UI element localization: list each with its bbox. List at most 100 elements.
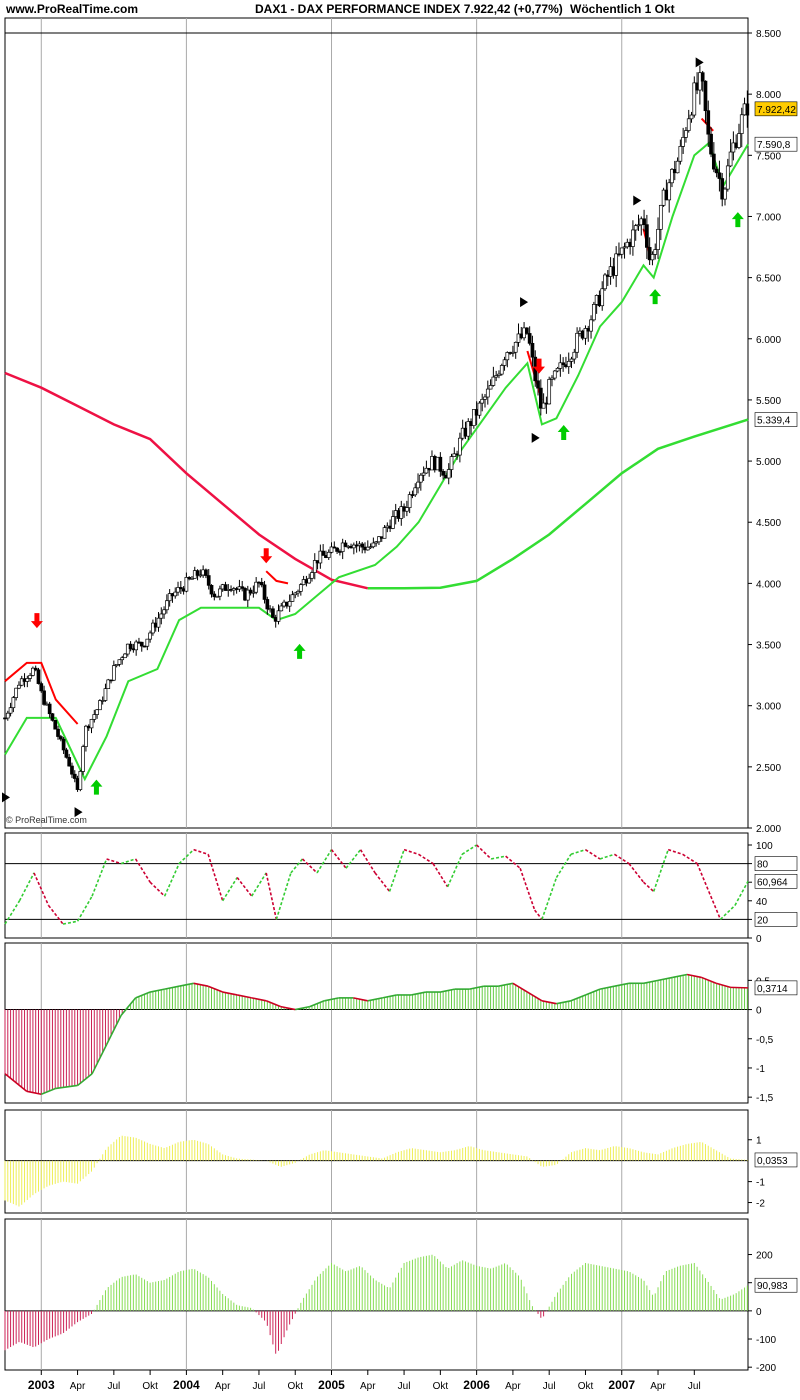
candle-body <box>569 358 574 362</box>
candle-body <box>561 362 565 366</box>
candle-body <box>120 657 125 661</box>
candle-body <box>81 746 85 772</box>
stochastic-line-segment <box>236 877 253 897</box>
x-tick-label: 2007 <box>608 1378 635 1392</box>
oscillator-line-segment <box>309 1000 325 1008</box>
stochastic-line-segment <box>316 849 333 874</box>
candle-body <box>365 546 370 551</box>
y-tick-label-price: 2.000 <box>756 824 781 835</box>
candle-body <box>739 114 744 134</box>
y-tick-label-momentum: 200 <box>756 1251 773 1262</box>
value-tag-close-box <box>754 101 798 117</box>
candle-body <box>555 367 560 372</box>
candle-body <box>276 610 281 622</box>
y-tick-label-momentum: 0 <box>756 1307 762 1318</box>
candle-body <box>650 254 655 261</box>
stochastic-line-segment <box>403 848 419 856</box>
candle-body <box>114 664 119 667</box>
candle-body <box>689 114 694 120</box>
candle-body <box>307 577 312 584</box>
candle-body <box>195 570 200 576</box>
signal-up-arrow <box>293 643 306 659</box>
candle-body <box>418 474 423 483</box>
stochastic-line-segment <box>708 891 722 920</box>
y-tick-label-oscillator_1: -0,5 <box>756 1035 774 1046</box>
x-tick-label: Apr <box>505 1381 521 1392</box>
signal-black-triangle <box>633 195 642 206</box>
stochastic-line-segment <box>614 853 630 865</box>
candle-body <box>296 590 300 594</box>
candle-body <box>667 182 672 201</box>
stochastic-line-segment <box>106 858 122 865</box>
candle-body <box>265 599 270 610</box>
oscillator-line-segment <box>26 1090 42 1096</box>
candle-body <box>636 224 641 227</box>
candle-body <box>572 351 577 360</box>
stochastic-line-segment <box>585 848 601 860</box>
candle-body <box>67 757 72 767</box>
candle-body <box>566 360 571 368</box>
stochastic-line-segment <box>4 900 21 925</box>
candle-body <box>298 584 303 592</box>
x-tick-label: Jul <box>107 1381 120 1392</box>
candle-body <box>61 738 66 751</box>
signal-black-triangle <box>531 432 540 443</box>
candle-body <box>466 421 471 437</box>
y-tick-label-oscillator_1: -1,5 <box>756 1093 774 1104</box>
candle-body <box>56 728 60 737</box>
stochastic-line-segment <box>251 872 267 897</box>
oscillator-line-segment <box>193 982 209 987</box>
x-tick-label: Okt <box>287 1381 303 1392</box>
candle-body <box>483 396 487 400</box>
candle-body <box>558 362 563 369</box>
signal-black-triangle <box>2 792 10 803</box>
x-tick-label: Jul <box>398 1381 411 1392</box>
candle-body <box>391 516 395 529</box>
candle-body <box>259 581 264 586</box>
y-tick-label-stochastic: 0 <box>756 934 762 945</box>
signal-down-arrow <box>533 358 546 374</box>
signal-down-arrow <box>30 613 43 629</box>
candle-body <box>198 574 203 577</box>
x-tick-label: Jul <box>253 1381 266 1392</box>
candle-body <box>499 365 504 375</box>
candle-body <box>156 617 161 628</box>
candle-body <box>717 172 722 179</box>
oscillator-line-segment <box>207 985 223 993</box>
candle-body <box>321 550 325 556</box>
value-tag-ma-box <box>754 412 798 427</box>
candle-body <box>204 569 208 576</box>
candle-body <box>631 229 635 247</box>
candle-body <box>117 659 122 665</box>
candle-body <box>737 133 741 148</box>
candle-body <box>458 437 462 456</box>
stochastic-line-segment <box>599 853 615 860</box>
y-tick-label-price: 6.500 <box>756 274 781 285</box>
x-tick-label: Apr <box>70 1381 86 1392</box>
candle-body <box>72 773 77 779</box>
oscillator-line-segment <box>178 982 194 987</box>
candle-body <box>262 584 267 600</box>
bars-oscillator_1 <box>4 974 748 1095</box>
stochastic-line-segment <box>570 848 586 856</box>
candle-body <box>340 542 345 552</box>
chart-title: DAX1 - DAX PERFORMANCE INDEX 7.922,42 (+… <box>255 2 563 16</box>
candle-body <box>619 247 624 255</box>
signal-up-arrow <box>90 779 103 795</box>
y-tick-label-stochastic: 100 <box>756 841 773 852</box>
x-tick-label: 2003 <box>28 1378 55 1392</box>
candle-body <box>326 551 331 558</box>
oscillator-line-segment <box>527 991 543 1002</box>
x-tick-label: Okt <box>433 1381 449 1392</box>
oscillator-line-segment <box>91 1044 108 1075</box>
candle-body <box>714 168 719 174</box>
support-line <box>4 141 749 782</box>
candle-body <box>123 653 127 659</box>
candle-body <box>190 577 194 580</box>
candle-body <box>223 584 228 591</box>
x-tick-label: 2005 <box>318 1378 345 1392</box>
candle-body <box>178 587 183 590</box>
candle-body <box>173 591 178 597</box>
oscillator-line-segment <box>265 1000 282 1008</box>
candle-body <box>368 546 373 549</box>
